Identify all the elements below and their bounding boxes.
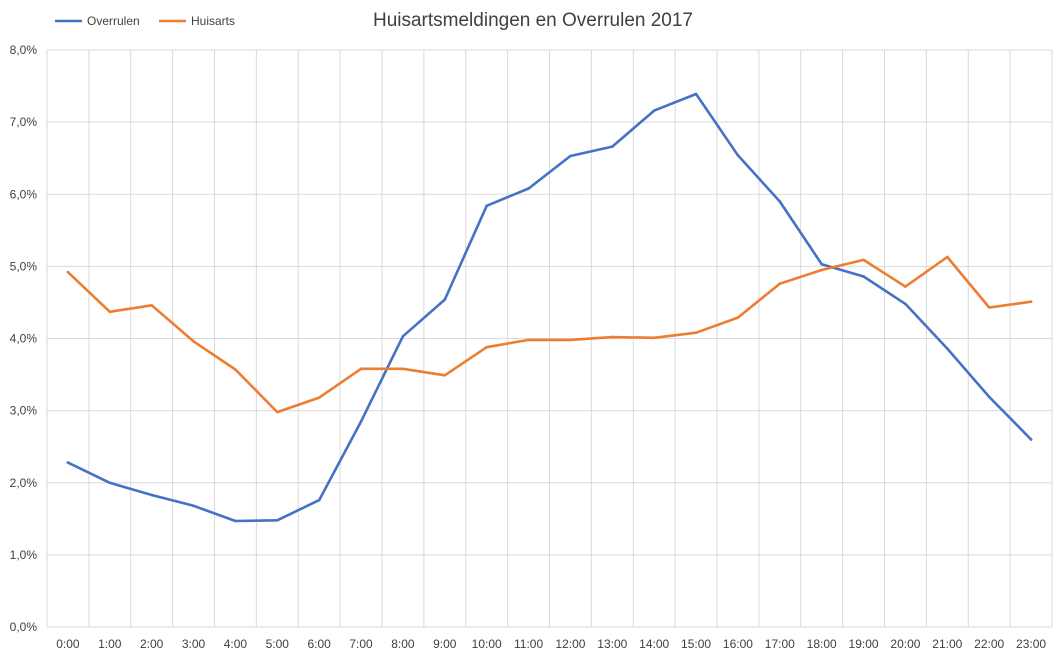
data-point xyxy=(317,498,321,502)
grid-layer xyxy=(46,49,1053,628)
data-point xyxy=(778,200,782,203)
data-point xyxy=(192,504,195,508)
x-tick-label: 18:00 xyxy=(807,637,837,651)
data-point xyxy=(820,268,823,272)
data-point xyxy=(234,519,237,523)
y-tick-label: 1,0% xyxy=(10,548,38,562)
data-point xyxy=(401,335,405,338)
x-tick-label: 5:00 xyxy=(266,637,290,651)
data-point xyxy=(987,395,991,399)
data-point xyxy=(1029,438,1033,441)
data-point xyxy=(66,461,70,464)
data-point xyxy=(946,347,949,350)
x-tick-label: 21:00 xyxy=(932,637,962,651)
x-tick-label: 15:00 xyxy=(681,637,711,651)
data-point xyxy=(108,310,112,314)
data-point xyxy=(192,340,195,343)
x-tick-label: 2:00 xyxy=(140,637,164,651)
data-point xyxy=(276,518,279,522)
x-tick-label: 22:00 xyxy=(974,637,1004,651)
data-point xyxy=(862,258,865,262)
data-point xyxy=(234,368,237,371)
y-tick-label: 5,0% xyxy=(10,259,38,273)
data-point xyxy=(694,92,698,96)
x-tick-label: 19:00 xyxy=(849,637,879,651)
data-point xyxy=(611,335,614,339)
data-point xyxy=(527,338,530,342)
series-line-huisarts xyxy=(66,255,1033,414)
data-point xyxy=(736,316,740,319)
x-tick-label: 0:00 xyxy=(56,637,80,651)
y-tick-label: 7,0% xyxy=(10,115,38,129)
x-tick-label: 16:00 xyxy=(723,637,753,651)
data-point xyxy=(569,154,572,158)
data-point xyxy=(443,373,447,377)
data-point xyxy=(485,204,488,208)
data-point xyxy=(401,367,405,371)
data-point xyxy=(987,306,991,309)
data-point xyxy=(652,336,656,340)
data-point xyxy=(611,145,614,148)
series-line-overrulen xyxy=(66,92,1033,523)
data-point xyxy=(108,481,112,485)
x-tick-label: 23:00 xyxy=(1016,637,1046,651)
data-point xyxy=(443,298,447,301)
x-tick-label: 14:00 xyxy=(639,637,669,651)
x-tick-label: 4:00 xyxy=(224,637,248,651)
x-tick-label: 20:00 xyxy=(890,637,920,651)
data-point xyxy=(694,331,698,335)
data-point xyxy=(904,285,907,288)
y-tick-label: 0,0% xyxy=(10,620,38,634)
x-tick-label: 6:00 xyxy=(308,637,332,651)
data-point xyxy=(1029,300,1033,304)
x-tick-label: 10:00 xyxy=(472,637,502,651)
data-point xyxy=(317,396,321,399)
data-point xyxy=(569,338,572,342)
y-tick-label: 8,0% xyxy=(10,43,38,57)
x-tick-label: 11:00 xyxy=(514,637,543,651)
data-point xyxy=(527,187,530,190)
y-tick-label: 6,0% xyxy=(10,187,38,201)
data-point xyxy=(359,420,363,423)
data-point xyxy=(150,304,153,307)
data-point xyxy=(359,367,363,371)
y-tick-label: 2,0% xyxy=(10,476,38,490)
data-point xyxy=(276,410,279,414)
legend-label: Huisarts xyxy=(191,14,235,28)
data-point xyxy=(904,302,907,306)
x-tick-label: 1:00 xyxy=(98,637,122,651)
data-point xyxy=(946,255,949,259)
legend-label: Overrulen xyxy=(87,14,140,28)
data-point xyxy=(485,345,488,349)
chart-title: Huisartsmeldingen en Overrulen 2017 xyxy=(373,10,693,31)
x-tick-label: 17:00 xyxy=(765,637,795,651)
data-point xyxy=(862,275,865,278)
legend: Overrulen Huisarts xyxy=(55,14,235,28)
data-point xyxy=(820,262,823,266)
y-tick-label: 4,0% xyxy=(10,332,38,346)
series-layer xyxy=(66,92,1033,523)
data-point xyxy=(736,154,740,157)
x-tick-label: 9:00 xyxy=(433,637,457,651)
data-point xyxy=(150,493,153,497)
x-tick-label: 13:00 xyxy=(597,637,627,651)
data-point xyxy=(652,109,656,112)
x-tick-label: 3:00 xyxy=(182,637,206,651)
x-tick-label: 8:00 xyxy=(391,637,415,651)
x-tick-label: 7:00 xyxy=(349,637,373,651)
data-point xyxy=(66,270,70,274)
y-tick-label: 3,0% xyxy=(10,404,38,418)
axis-layer: 0,0% 1,0% 2,0% 3,0% 4,0% 5,0% 6,0% 7,0% 8,0% 0:00… xyxy=(10,43,1047,651)
data-point xyxy=(778,282,782,285)
x-tick-label: 12:00 xyxy=(555,637,585,651)
